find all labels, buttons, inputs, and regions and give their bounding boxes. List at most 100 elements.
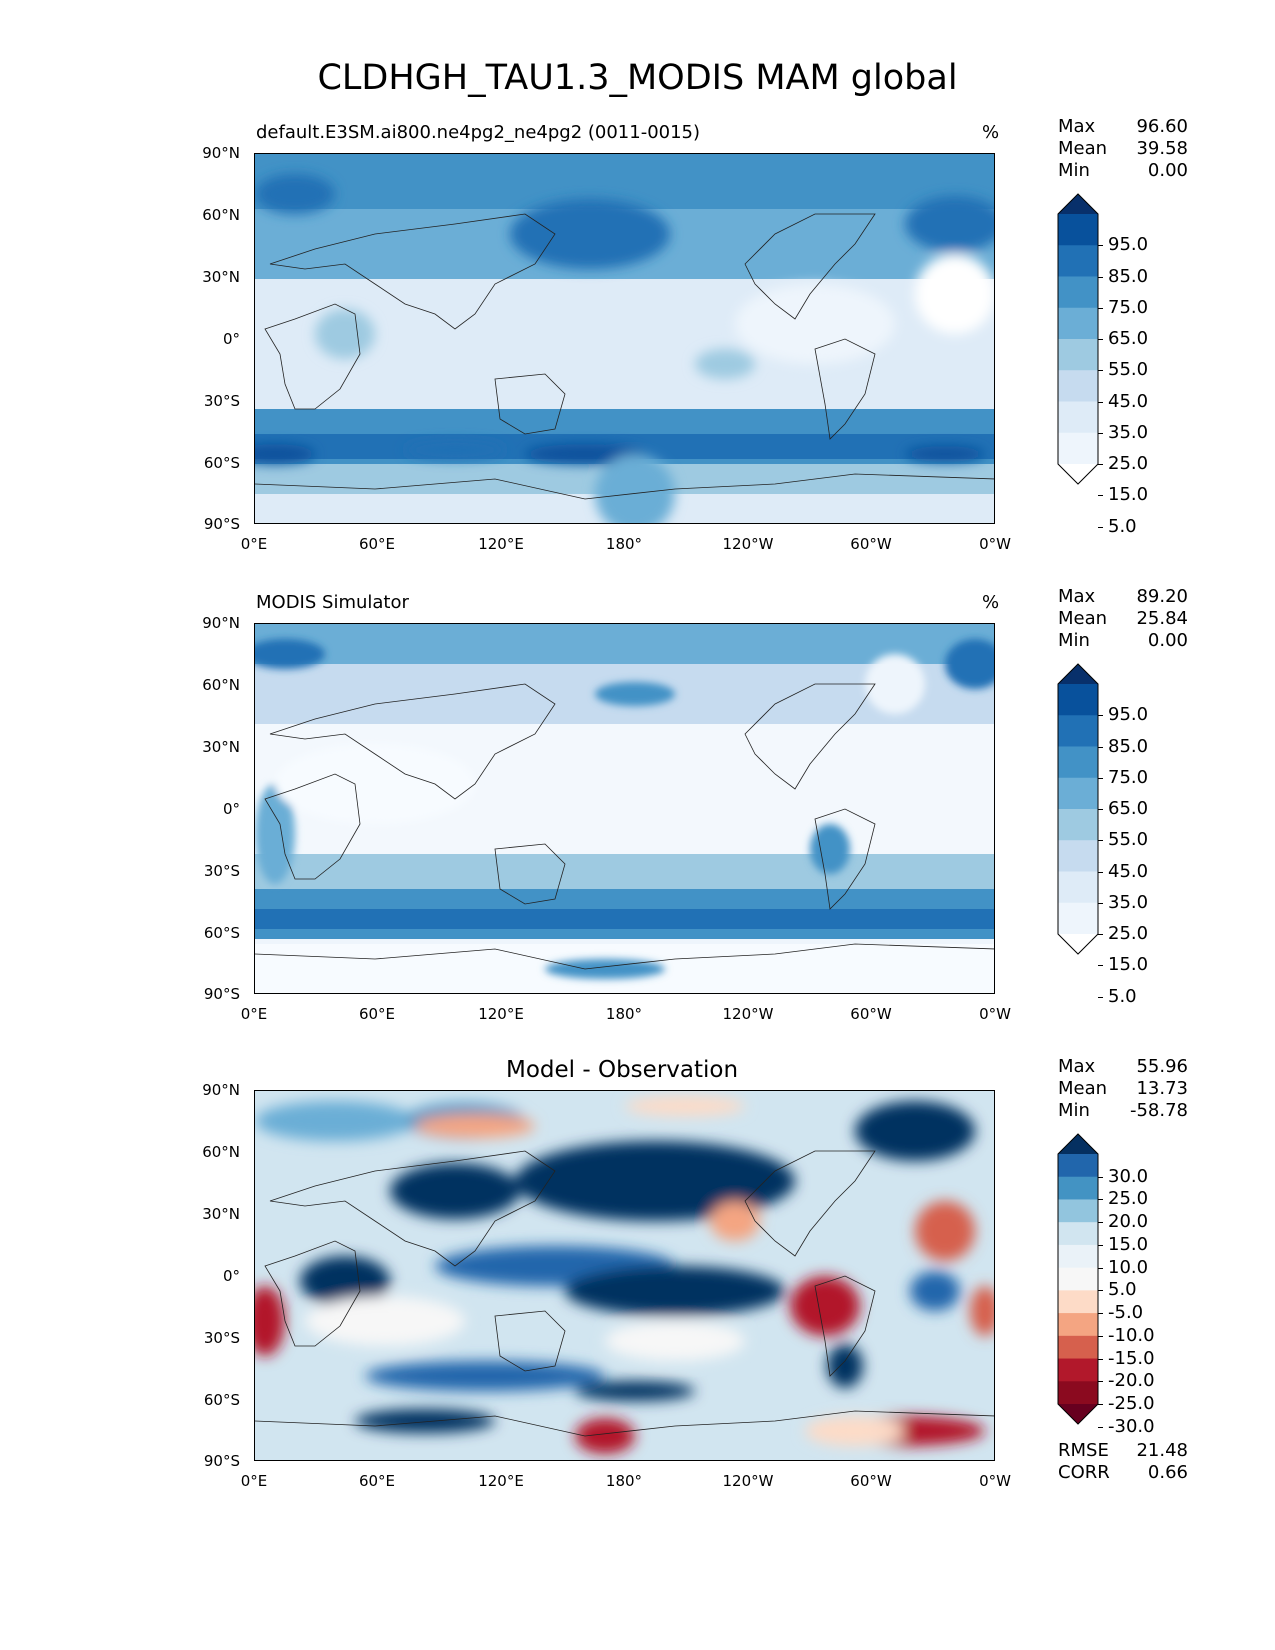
lon-label: 60°E <box>358 1005 396 1023</box>
figure-title: CLDHGH_TAU1.3_MODIS MAM global <box>317 58 958 98</box>
lon-label: 120°E <box>478 1005 524 1023</box>
stat-label: Mean <box>1058 608 1108 629</box>
colorbar-tick-label: -25.0 <box>1108 1393 1155 1414</box>
colorbar-tick-label: 95.0 <box>1108 234 1149 256</box>
colorbar-tick <box>1098 777 1103 779</box>
colorbar-tick-label: 30.0 <box>1108 1165 1149 1187</box>
colorbar-tick-label: 15.0 <box>1108 954 1149 976</box>
colorbar-tick <box>1098 245 1103 247</box>
lat-label: 60°S <box>203 924 240 942</box>
colorbar-extend-min <box>1058 934 1098 954</box>
colorbar-segment <box>1058 401 1098 434</box>
panel-model: default.E3SM.ai800.ne4pg2_ne4pg2 (0011-0… <box>0 110 1275 580</box>
colorbar-tick <box>1098 1358 1103 1360</box>
colorbar-tick <box>1098 1222 1103 1224</box>
colorbar-segment <box>1058 746 1098 779</box>
panel-units: % <box>982 592 1000 613</box>
lat-label: 90°N <box>202 1081 240 1099</box>
colorbar-tick-label: 15.0 <box>1108 1233 1149 1255</box>
stat-value: 39.58 <box>1136 138 1188 159</box>
metric-value: 21.48 <box>1136 1440 1188 1461</box>
colorbar-tick-label: 25.0 <box>1108 453 1149 474</box>
colorbar-segment <box>1058 276 1098 309</box>
colorbar-segment <box>1058 1199 1098 1223</box>
colorbar-tick-label: -30.0 <box>1108 1415 1155 1437</box>
colorbar-segment <box>1058 370 1098 402</box>
colorbar-segment <box>1058 684 1098 716</box>
panel-units: % <box>982 122 1000 143</box>
stat-label: Min <box>1058 1100 1090 1121</box>
lat-label: 30°S <box>203 1329 240 1347</box>
lon-label: 0°W <box>979 1472 1011 1490</box>
stat-label: Min <box>1058 160 1090 181</box>
colorbar-tick <box>1098 746 1103 748</box>
lon-label: 0°W <box>979 1005 1011 1023</box>
colorbar-segment <box>1058 871 1098 904</box>
stats-box: Max 96.60 Mean 39.58 Min 0.00 <box>1058 116 1188 182</box>
colorbar-segment <box>1058 307 1098 340</box>
lat-label: 60°N <box>202 1143 240 1161</box>
colorbar-tick-label: 85.0 <box>1108 265 1149 287</box>
colorbar-extend-max <box>1058 194 1098 214</box>
lat-label: 90°N <box>202 144 240 162</box>
colorbar-tick <box>1098 1199 1103 1201</box>
colorbar-tick-label: 55.0 <box>1108 359 1149 381</box>
stat-value: 89.20 <box>1136 586 1188 607</box>
stat-value: -58.78 <box>1129 1100 1188 1121</box>
panel-title: MODIS Simulator <box>256 592 409 613</box>
lon-label: 120°E <box>478 535 524 553</box>
stat-label: Min <box>1058 630 1090 651</box>
coastlines <box>255 1150 994 1437</box>
panel-title: Model - Observation <box>506 1057 739 1083</box>
colorbar-tick-label: 95.0 <box>1108 704 1149 726</box>
colorbar-tick <box>1098 1404 1103 1405</box>
lon-label: 180° <box>605 535 643 553</box>
colorbar-segment <box>1058 1154 1098 1178</box>
colorbar-tick <box>1098 996 1103 998</box>
lat-label: 30°S <box>203 862 240 880</box>
stats-box: Max 55.96 Mean 13.73 Min -58.78 <box>1058 1056 1188 1122</box>
map-model <box>254 153 995 524</box>
colorbar-tick <box>1098 1313 1103 1315</box>
coastlines <box>255 213 994 500</box>
metrics-box: RMSE 21.48 CORR 0.66 <box>1058 1440 1188 1484</box>
metric-label: CORR <box>1058 1462 1110 1483</box>
stat-label: Mean <box>1058 138 1108 159</box>
stat-value: 13.73 <box>1136 1078 1188 1099</box>
lon-label: 60°W <box>850 535 892 553</box>
stat-value: 0.00 <box>1147 630 1188 651</box>
colorbar-tick <box>1098 339 1103 340</box>
colorbar-segment <box>1058 1267 1098 1291</box>
colorbar-tick-label: 55.0 <box>1108 829 1149 851</box>
stat-value: 0.00 <box>1147 160 1188 181</box>
colorbar-tick-label: 85.0 <box>1108 735 1149 757</box>
colorbar-tick-label: -15.0 <box>1108 1347 1155 1369</box>
colorbar-segment <box>1058 1290 1098 1314</box>
panel-observation: MODIS Simulator % <box>0 580 1275 1050</box>
colorbar-tick-label: 35.0 <box>1108 891 1149 913</box>
colorbar-segment <box>1058 245 1098 277</box>
colorbar-segment <box>1058 432 1098 465</box>
colorbar <box>1057 663 1099 955</box>
stat-value: 96.60 <box>1136 116 1188 137</box>
colorbar-tick <box>1098 1426 1103 1428</box>
colorbar-tick <box>1098 1176 1103 1178</box>
colorbar-tick <box>1098 1290 1103 1292</box>
lon-label: 120°E <box>478 1472 524 1490</box>
colorbar-segment <box>1058 1222 1098 1246</box>
colorbar-tick <box>1098 809 1103 810</box>
lat-label: 60°N <box>202 206 240 224</box>
panel-difference: Model - Observation <box>0 1050 1275 1520</box>
colorbar-tick-label: 5.0 <box>1108 985 1137 1007</box>
lat-label: 90°S <box>203 515 240 533</box>
metric-label: RMSE <box>1058 1440 1109 1461</box>
colorbar-extend-min <box>1058 1404 1098 1424</box>
lat-label: 60°S <box>203 1391 240 1409</box>
colorbar-segment <box>1058 1335 1098 1360</box>
colorbar-tick <box>1098 965 1103 967</box>
colorbar-segment <box>1058 902 1098 935</box>
colorbar <box>1057 193 1099 485</box>
colorbar-tick <box>1098 432 1103 434</box>
lon-label: 60°E <box>358 1472 396 1490</box>
